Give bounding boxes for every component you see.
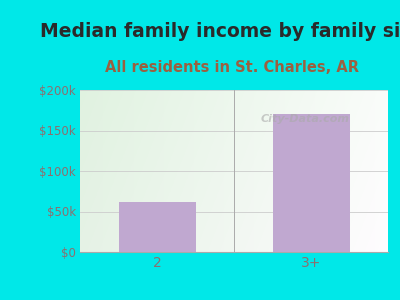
Bar <box>272 114 350 252</box>
Text: City-Data.com: City-Data.com <box>260 114 349 124</box>
Text: Median family income by family size: Median family income by family size <box>40 22 400 41</box>
Text: All residents in St. Charles, AR: All residents in St. Charles, AR <box>105 60 359 75</box>
Bar <box>118 202 196 252</box>
